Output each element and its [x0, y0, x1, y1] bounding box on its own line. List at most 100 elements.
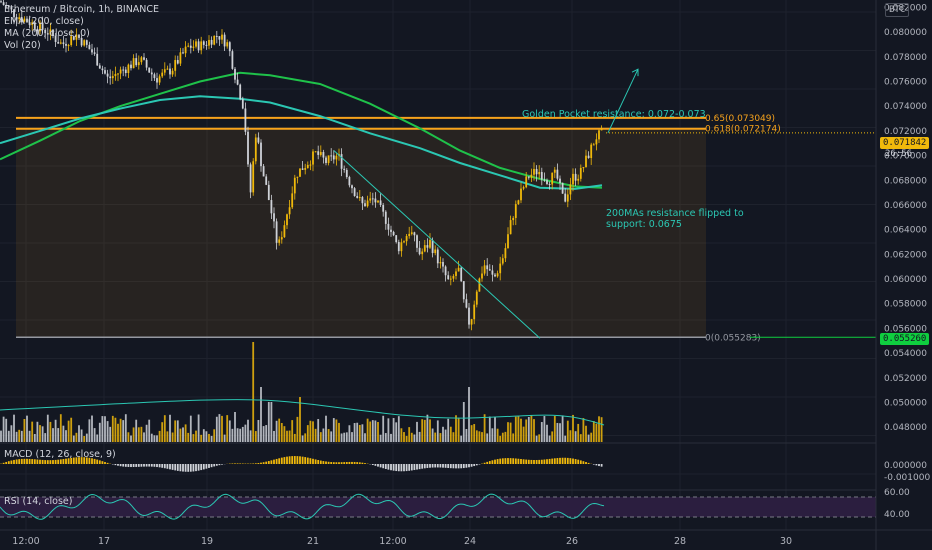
candle-body [494, 274, 496, 277]
candle-body [553, 169, 556, 173]
macd-bar [595, 464, 598, 466]
candle-body [312, 151, 314, 165]
volume-bar [111, 415, 114, 442]
macd-bar [54, 459, 57, 464]
macd-bar [527, 459, 530, 464]
volume-bar [361, 424, 364, 442]
macd-bar [579, 460, 582, 464]
candle-body [265, 176, 268, 185]
volume-bar [410, 432, 413, 442]
volume-bar [345, 432, 348, 442]
candle-body [161, 72, 164, 77]
macd-bar [423, 464, 426, 469]
volume-bar [462, 402, 465, 442]
candle-body [452, 275, 455, 279]
candle-body [244, 108, 247, 132]
volume-bar [436, 420, 439, 442]
rsi-tick-40: 40.00 [884, 510, 910, 520]
macd-legend[interactable]: MACD (12, 26, close, 9) [4, 449, 116, 460]
volume-bar [143, 432, 145, 442]
macd-bar [192, 464, 195, 472]
candle-body [559, 178, 561, 183]
candle-body [91, 49, 93, 53]
volume-bar [527, 416, 530, 442]
macd-bar [208, 464, 210, 468]
macd-bar [507, 458, 509, 464]
volume-bar [23, 418, 26, 442]
macd-bar [156, 464, 158, 468]
macd-bar [265, 461, 268, 464]
candle-body [413, 232, 416, 236]
macd-bar [317, 460, 320, 464]
candle-body [296, 176, 299, 178]
candle-body [421, 251, 424, 255]
volume-bar [192, 434, 195, 442]
macd-bar [218, 464, 221, 466]
volume-bar [265, 425, 268, 442]
candle-body [460, 267, 463, 282]
macd-bar [356, 462, 359, 464]
ma-legend[interactable]: MA (200, close, 0) [4, 28, 90, 39]
volume-bar [221, 415, 223, 442]
candle-body [444, 266, 447, 276]
macd-bar [137, 464, 140, 467]
macd-bar [345, 462, 348, 464]
candle-body [205, 44, 208, 46]
macd-bar [85, 457, 88, 464]
candle-body [195, 41, 197, 47]
volume-legend[interactable]: Vol (20) [4, 40, 41, 51]
rsi-legend[interactable]: RSI (14, close) [4, 496, 73, 507]
candle-body [595, 139, 598, 145]
macd-bar [83, 457, 86, 464]
macd-bar [132, 464, 135, 468]
macd-bar [67, 458, 70, 464]
candle-body [457, 267, 460, 272]
candle-body [70, 36, 73, 46]
volume-bar [98, 422, 101, 442]
rsi-band [0, 497, 876, 517]
candle-body [379, 200, 382, 206]
candle-body [551, 172, 554, 185]
candle-body [78, 34, 80, 38]
macd-bar [314, 459, 317, 464]
macd-bar [470, 464, 473, 467]
volume-bar [423, 419, 426, 442]
macd-bar [561, 457, 564, 464]
volume-bar [122, 420, 125, 442]
macd-bar [556, 458, 559, 464]
volume-bar [413, 434, 416, 442]
volume-bar [533, 419, 535, 442]
volume-bar [343, 432, 346, 442]
ema-legend[interactable]: EMA (200, close) [4, 16, 84, 27]
volume-bar [327, 429, 330, 442]
candle-body [117, 73, 119, 75]
macd-bar [257, 463, 260, 464]
price-tick: 0.082000 [884, 3, 927, 13]
macd-bar [439, 464, 442, 468]
macd-bar [26, 458, 28, 464]
volume-bar [408, 427, 411, 442]
macd-bar [239, 463, 242, 464]
volume-bar [33, 434, 36, 442]
macd-bar [260, 462, 262, 464]
candles [0, 0, 603, 331]
macd-bar [475, 464, 478, 466]
macd-bar [449, 464, 452, 469]
macd-bar [301, 456, 304, 464]
volume-bar [54, 419, 57, 442]
volume-bar [296, 416, 299, 442]
candle-body [46, 33, 49, 35]
volume-bar [293, 433, 296, 442]
macd-bar [28, 458, 31, 464]
volume-bar [158, 430, 161, 442]
candle-body [561, 182, 564, 194]
candle-body [473, 304, 476, 320]
macd-bar [65, 458, 67, 464]
candle-body [369, 198, 372, 201]
volume-bar [460, 435, 463, 442]
currency-badge[interactable]: BTC [885, 3, 910, 17]
candle-body [540, 172, 543, 180]
volume-bar [104, 416, 106, 442]
macd-bar [499, 458, 502, 464]
